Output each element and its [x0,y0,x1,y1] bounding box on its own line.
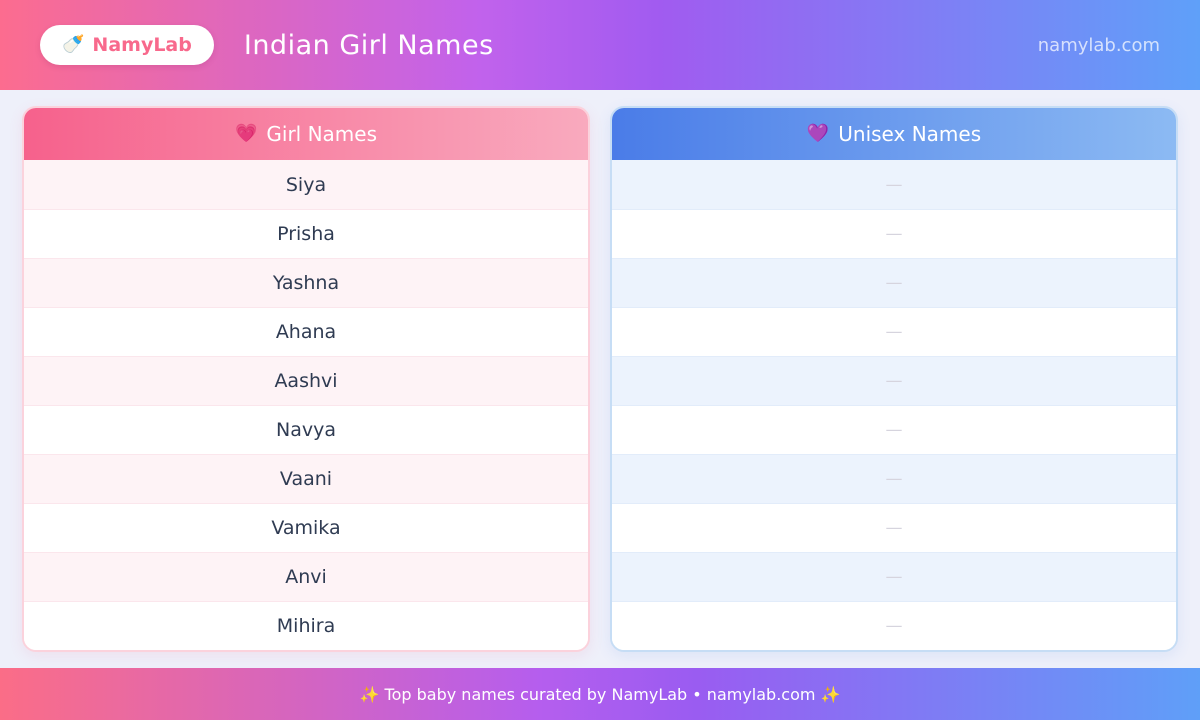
app-header: 🍼 NamyLab Indian Girl Names namylab.com [0,0,1200,90]
girl-name-row: Yashna [24,258,588,307]
empty-name-dash: — [885,518,903,538]
logo-pill[interactable]: 🍼 NamyLab [40,25,214,65]
unisex-names-card-title: Unisex Names [838,122,982,146]
girl-name-row: Aashvi [24,356,588,405]
girl-name-row: Prisha [24,209,588,258]
unisex-name-row: — [612,405,1176,454]
unisex-name-row: — [612,601,1176,650]
unisex-name-row: — [612,552,1176,601]
unisex-name-row: — [612,454,1176,503]
empty-name-dash: — [885,371,903,391]
logo-label: NamyLab [92,34,192,56]
girl-name-row: Vamika [24,503,588,552]
girl-name-row: Ahana [24,307,588,356]
unisex-name-row: — [612,160,1176,209]
purple-heart-icon: 💜 [806,123,830,144]
girl-names-rows: Siya Prisha Yashna Ahana Aashvi Navya Vaani Vam… [24,160,588,650]
unisex-name-row: — [612,503,1176,552]
page-title: Indian Girl Names [243,29,494,61]
girl-names-card-title: Girl Names [266,122,378,146]
girl-name-row: Mihira [24,601,588,650]
empty-name-dash: — [885,616,903,636]
unisex-name-row: — [612,356,1176,405]
girl-names-card: 💗 Girl Names Siya Prisha Yashna Ahana Aashvi… [22,106,590,652]
empty-name-dash: — [885,469,903,489]
girl-name-row: Siya [24,160,588,209]
unisex-name-row: — [612,307,1176,356]
girl-name-row: Navya [24,405,588,454]
unisex-name-row: — [612,258,1176,307]
empty-name-dash: — [885,420,903,440]
unisex-names-rows: — — — — — — — — — — [612,160,1176,650]
site-link[interactable]: namylab.com [1037,34,1160,56]
pink-heart-icon: 💗 [234,123,258,144]
girl-name-row: Vaani [24,454,588,503]
baby-bottle-icon: 🍼 [62,34,85,55]
girl-names-card-header: 💗 Girl Names [24,108,588,160]
empty-name-dash: — [885,224,903,244]
footer-text: ✨ Top baby names curated by NamyLab • na… [359,684,841,704]
empty-name-dash: — [885,322,903,342]
main-area: 💗 Girl Names Siya Prisha Yashna Ahana Aashvi… [0,90,1200,652]
empty-name-dash: — [885,273,903,293]
unisex-names-card: 💜 Unisex Names — — — — — — — — — — [610,106,1178,652]
unisex-name-row: — [612,209,1176,258]
unisex-names-card-header: 💜 Unisex Names [612,108,1176,160]
empty-name-dash: — [885,567,903,587]
app-footer: ✨ Top baby names curated by NamyLab • na… [0,668,1200,720]
girl-name-row: Anvi [24,552,588,601]
empty-name-dash: — [885,174,903,195]
